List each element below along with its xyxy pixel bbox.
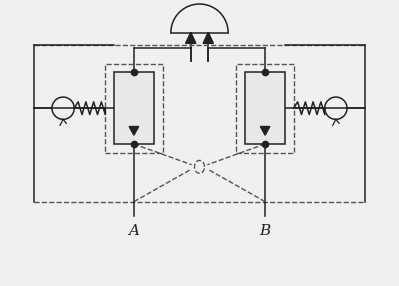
Polygon shape [129,126,139,135]
Text: A: A [128,224,139,237]
Text: B: B [259,224,271,237]
Bar [237,64,294,153]
Polygon shape [260,126,270,135]
Bar [114,72,154,144]
Bar [105,64,162,153]
Bar [245,72,285,144]
Polygon shape [203,32,213,43]
Polygon shape [186,32,196,43]
